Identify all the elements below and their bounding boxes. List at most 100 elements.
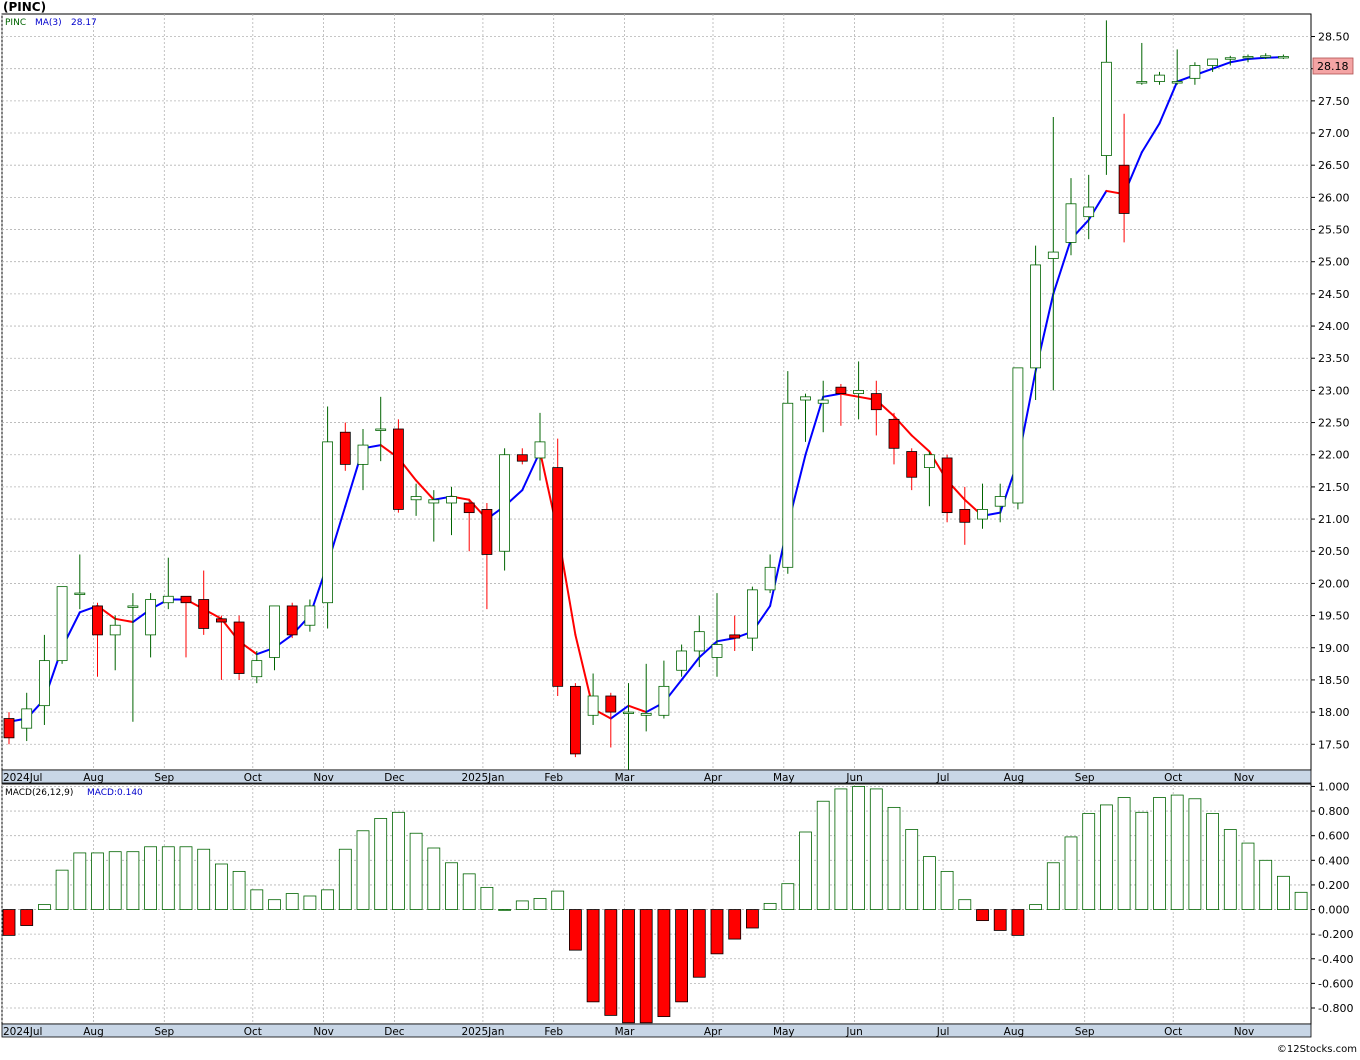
macd-bar (1064, 836, 1078, 910)
chart-title: (PINC) (3, 0, 46, 14)
candle-body (711, 644, 723, 658)
candle-body (410, 496, 422, 501)
price-y-tick-label: 22.00 (1318, 449, 1350, 462)
macd-bar (799, 831, 812, 910)
price-y-tick-label: 17.50 (1318, 738, 1350, 751)
macd-bar (73, 852, 87, 910)
candle-body (127, 605, 139, 608)
price-y-tick-label: 19.00 (1318, 642, 1350, 655)
macd-bar (1170, 794, 1184, 910)
candle-body (1154, 74, 1165, 82)
macd-bar (1029, 904, 1042, 910)
macd-bar (250, 889, 264, 910)
macd-bar (958, 899, 972, 910)
macd-bar (38, 904, 51, 910)
macd-x-tick-label: Jul (936, 1026, 950, 1038)
macd-y-tick-label: 0.200 (1318, 879, 1350, 892)
macd-label: MACD(26,12,9) (5, 788, 73, 798)
candle-body (1047, 251, 1059, 259)
candle-body (357, 444, 369, 465)
macd-bar (586, 909, 600, 1003)
price-y-axis: 17.50 18.00 18.50 19.00 19.50 20.00 20.50 21.00… (1311, 31, 1350, 751)
macd-bar (1135, 811, 1149, 910)
price-x-tick-label: Oct (244, 772, 262, 784)
candle-body (180, 595, 192, 604)
legend-ma-value: 28.17 (71, 18, 97, 28)
ma3-segment (609, 704, 630, 720)
macd-bar (1046, 862, 1060, 910)
candle-body (392, 428, 404, 510)
macd-bar (940, 870, 954, 910)
price-x-tick-label: Nov (1234, 772, 1255, 784)
macd-x-tick-label: Nov (313, 1026, 334, 1038)
price-x-tick-label: Aug (1004, 772, 1025, 784)
macd-y-tick-label: -0.600 (1318, 977, 1353, 990)
candle-body (1171, 81, 1183, 84)
macd-x-tick-label: Sep (1075, 1026, 1095, 1038)
price-y-tick-label: 23.00 (1318, 384, 1350, 397)
macd-bar (692, 909, 706, 978)
price-x-tick-label: Oct (1164, 772, 1182, 784)
candle-body (1118, 164, 1130, 214)
macd-bar (1241, 842, 1255, 910)
macd-bar (834, 788, 848, 910)
candle-body (1242, 56, 1254, 59)
price-x-tick-label: Jul (936, 772, 950, 784)
price-x-tick-label: Apr (704, 772, 723, 784)
ma3-segment (804, 395, 825, 456)
price-y-tick-label: 21.00 (1318, 513, 1350, 526)
price-x-tick-label: Nov (313, 772, 334, 784)
price-y-tick-label: 23.50 (1318, 352, 1350, 365)
candle-body (56, 586, 68, 662)
candle-body (198, 599, 210, 629)
macd-bar (515, 900, 529, 910)
macd-bar (976, 909, 989, 922)
macd-bar (1206, 813, 1219, 910)
candle-body (640, 712, 652, 716)
ma3-segment (1229, 58, 1249, 64)
price-x-axis-labels: 2024Jul Aug Sep Oct Nov Dec 2025Jan Feb Mar Apr Ma… (3, 772, 1254, 784)
legend-symbol: PINC (5, 18, 26, 28)
macd-bar (338, 848, 352, 910)
candle-body (941, 457, 953, 514)
price-x-tick-label: Sep (154, 772, 174, 784)
candle-body (1224, 57, 1236, 60)
ma3-segment (1211, 61, 1232, 70)
macd-x-tick-label: Jun (845, 1026, 862, 1038)
candle-body (1207, 58, 1218, 66)
macd-bar (551, 890, 565, 910)
ma3-segment (114, 617, 134, 624)
legend-ma-label: MA(3) (35, 18, 62, 28)
macd-y-tick-label: 0.400 (1318, 854, 1350, 867)
candle-body (481, 509, 493, 555)
candle-body (552, 467, 564, 687)
macd-bar (923, 856, 936, 910)
macd-bar (1188, 798, 1202, 910)
price-panel (1, 13, 1312, 771)
macd-y-tick-label: 0.000 (1318, 904, 1350, 917)
last-price-label: 28.18 (1317, 60, 1349, 73)
macd-y-tick-label: 1.000 (1318, 780, 1350, 793)
macd-bar (763, 902, 777, 910)
price-y-tick-label: 22.50 (1318, 417, 1350, 430)
macd-value-label: MACD:0.140 (87, 788, 143, 798)
macd-bar (268, 899, 281, 910)
macd-x-tick-label: May (773, 1026, 795, 1038)
macd-bar (622, 909, 635, 1024)
price-x-tick-label: 2025Jan (461, 772, 504, 784)
candle-body (994, 496, 1006, 507)
macd-x-tick-label: Feb (544, 1026, 563, 1038)
macd-bar (144, 846, 158, 910)
candle-body (587, 695, 599, 716)
macd-bar (303, 895, 317, 910)
macd-bar (108, 851, 122, 910)
macd-bar (321, 889, 335, 910)
macd-bar (498, 909, 512, 911)
price-y-tick-label: 18.00 (1318, 706, 1350, 719)
candle-body (74, 592, 86, 595)
candle-body (463, 502, 475, 514)
macd-bar (993, 909, 1007, 931)
macd-y-tick-label: -0.400 (1318, 953, 1353, 966)
